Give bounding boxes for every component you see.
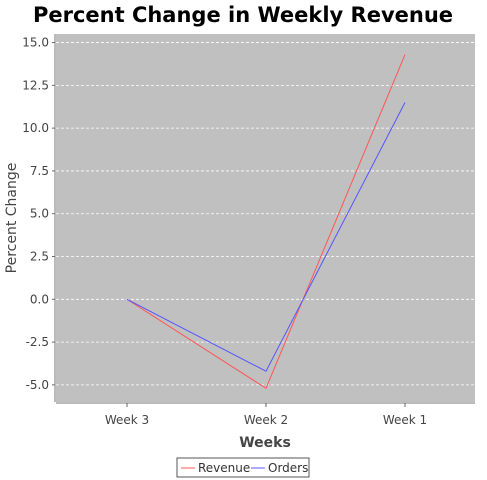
series-line-revenue: [126, 54, 406, 390]
y-tick-label: 12.5: [22, 78, 49, 92]
y-tick-label: 5.0: [30, 207, 49, 221]
y-axis-label: Percent Change: [4, 163, 20, 274]
series-lines: [126, 54, 406, 390]
y-tick-label: -5.0: [26, 378, 49, 392]
chart-title: Percent Change in Weekly Revenue: [33, 3, 453, 27]
legend-box: [176, 457, 310, 478]
y-tick-label: -2.5: [26, 335, 49, 349]
legend-label-revenue: Revenue: [198, 461, 250, 475]
legend-label-orders: Orders: [268, 461, 308, 475]
axes: [52, 34, 475, 407]
x-tick-labels: Week 3 Week 2 Week 1: [105, 413, 427, 427]
y-tick-labels: -5.0 -2.5 0.0 2.5 5.0 7.5 10.0 12.5 15.0: [22, 36, 49, 392]
x-tick-label: Week 2: [244, 413, 288, 427]
x-tick-label: Week 1: [383, 413, 427, 427]
y-tick-label: 2.5: [30, 250, 49, 264]
y-tick-label: 7.5: [30, 164, 49, 178]
series-line-orders: [126, 102, 406, 372]
y-tick-label: 0.0: [30, 292, 49, 306]
y-tick-label: 15.0: [22, 36, 49, 50]
x-axis-label: Weeks: [239, 435, 291, 451]
legend: Revenue Orders: [176, 457, 310, 478]
x-tick-label: Week 3: [105, 413, 149, 427]
plot-area: [56, 34, 475, 402]
y-tick-label: 10.0: [22, 121, 49, 135]
